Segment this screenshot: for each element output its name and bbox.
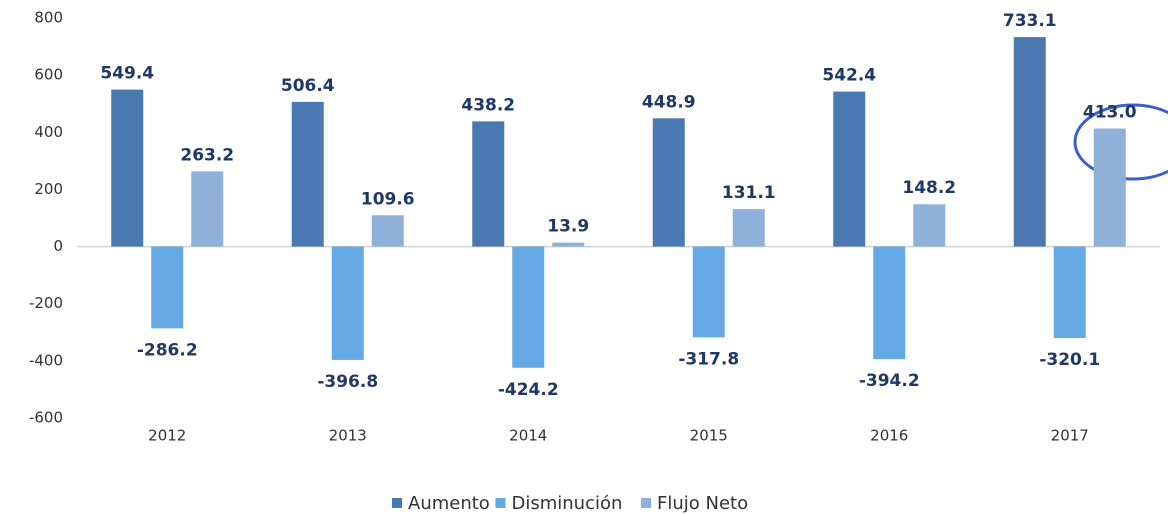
x-tick-label: 2016 bbox=[870, 427, 908, 445]
data-label: 506.4 bbox=[281, 76, 335, 96]
legend-label: Disminución bbox=[512, 493, 623, 514]
y-tick-label: -400 bbox=[29, 351, 63, 369]
data-label: 148.2 bbox=[902, 178, 956, 198]
data-label: 549.4 bbox=[100, 64, 154, 84]
y-tick-label: 200 bbox=[34, 180, 63, 198]
data-label: 413.0 bbox=[1083, 103, 1137, 123]
bar bbox=[913, 204, 946, 247]
bar bbox=[512, 246, 545, 368]
data-label: 542.4 bbox=[822, 66, 876, 86]
legend-swatch bbox=[641, 498, 651, 508]
bar bbox=[833, 91, 866, 247]
bar bbox=[652, 118, 685, 247]
data-label: -396.8 bbox=[317, 372, 378, 392]
legend-label: Aumento bbox=[408, 493, 490, 514]
legend-label: Flujo Neto bbox=[657, 493, 748, 514]
bar bbox=[1093, 128, 1126, 247]
bar bbox=[191, 171, 224, 247]
data-label: 438.2 bbox=[461, 95, 515, 115]
data-label: -317.8 bbox=[678, 349, 739, 369]
x-tick-label: 2012 bbox=[148, 427, 186, 445]
bar bbox=[873, 246, 906, 360]
y-tick-label: -600 bbox=[29, 409, 63, 427]
data-label: 263.2 bbox=[180, 145, 234, 165]
data-label: 109.6 bbox=[361, 189, 415, 209]
bar bbox=[291, 101, 324, 247]
legend-swatch bbox=[392, 498, 402, 508]
bar bbox=[151, 246, 184, 329]
bar bbox=[732, 209, 765, 247]
bar bbox=[552, 242, 585, 247]
bar bbox=[331, 246, 364, 360]
data-label: -424.2 bbox=[498, 380, 559, 400]
bar bbox=[371, 215, 404, 247]
y-tick-label: 600 bbox=[34, 66, 63, 84]
bar bbox=[111, 89, 144, 247]
y-tick-label: 800 bbox=[34, 9, 63, 27]
y-tick-label: 0 bbox=[53, 237, 63, 255]
legend-swatch bbox=[495, 498, 506, 508]
bar bbox=[692, 246, 725, 338]
y-tick-label: 400 bbox=[34, 123, 63, 141]
data-label: 131.1 bbox=[722, 183, 776, 203]
bar bbox=[1053, 246, 1086, 339]
data-label: -394.2 bbox=[859, 371, 920, 391]
x-tick-label: 2014 bbox=[509, 427, 547, 445]
x-tick-label: 2013 bbox=[329, 427, 367, 445]
data-label: 13.9 bbox=[547, 217, 589, 237]
y-tick-label: -200 bbox=[29, 294, 63, 312]
highlight-circle bbox=[1073, 103, 1168, 181]
x-tick-label: 2015 bbox=[690, 427, 728, 445]
data-label: -320.1 bbox=[1039, 350, 1100, 370]
bar bbox=[1013, 37, 1046, 247]
data-label: 733.1 bbox=[1003, 11, 1057, 31]
bar bbox=[472, 121, 505, 247]
data-label: 448.9 bbox=[642, 92, 696, 112]
data-label: -286.2 bbox=[137, 340, 198, 360]
x-tick-label: 2017 bbox=[1051, 427, 1089, 445]
